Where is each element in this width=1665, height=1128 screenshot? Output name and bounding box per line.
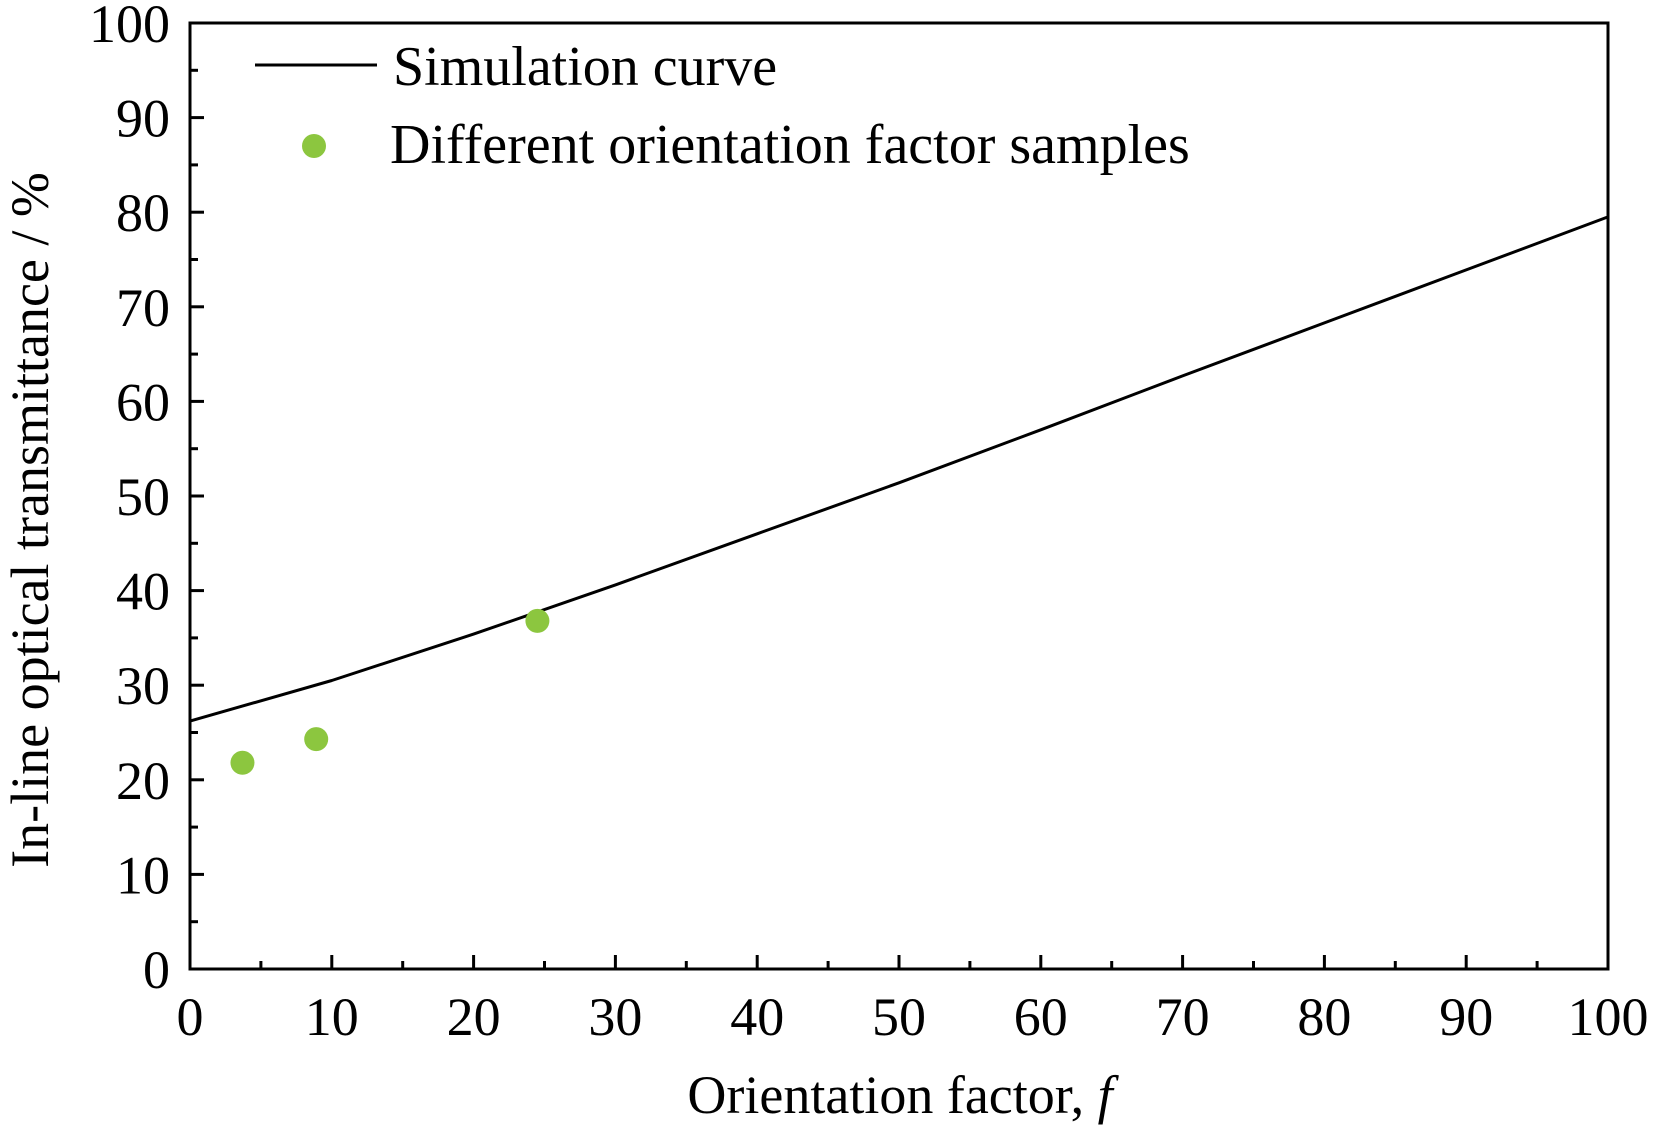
y-tick-label: 20: [116, 751, 170, 811]
y-tick-label: 100: [89, 0, 170, 54]
x-tick-label: 70: [1156, 987, 1210, 1047]
y-tick-label: 0: [143, 940, 170, 1000]
x-tick-label: 80: [1297, 987, 1351, 1047]
y-tick-label: 60: [116, 372, 170, 432]
y-tick-label: 90: [116, 89, 170, 149]
x-tick-label: 10: [305, 987, 359, 1047]
y-tick-label: 30: [116, 656, 170, 716]
y-tick-label: 40: [116, 562, 170, 622]
x-axis-title: Orientation factor, f: [687, 1065, 1119, 1125]
x-tick-label: 90: [1439, 987, 1493, 1047]
axis-ticks: [188, 21, 1610, 971]
x-tick-label: 100: [1568, 987, 1649, 1047]
x-tick-label: 0: [177, 987, 204, 1047]
legend-label-simulation: Simulation curve: [393, 36, 777, 98]
legend: Simulation curve Different orientation f…: [255, 36, 1190, 176]
legend-label-samples: Different orientation factor samples: [390, 114, 1190, 176]
x-tick-label: 60: [1014, 987, 1068, 1047]
sample-point: [525, 608, 550, 633]
simulation-curve: [189, 215, 1609, 723]
x-tick-label: 20: [447, 987, 501, 1047]
y-tick-label: 80: [116, 183, 170, 243]
x-axis-title-text: Orientation factor,: [687, 1065, 1097, 1125]
legend-dot-swatch: [302, 134, 326, 158]
series-layer: [189, 215, 1609, 775]
x-tick-label: 40: [730, 987, 784, 1047]
axis-tick-labels: 0 10 20 30 40 50 60 70 80 90 100 0 10 20 30 40 50 60 70 80 9…: [89, 0, 1649, 1047]
y-tick-label: 10: [116, 845, 170, 905]
y-axis-title: In-line optical transmittance / %: [0, 172, 60, 868]
y-tick-label: 70: [116, 278, 170, 338]
y-tick-label: 50: [116, 467, 170, 527]
x-axis-title-variable: f: [1098, 1065, 1120, 1125]
x-tick-label: 50: [872, 987, 926, 1047]
x-tick-label: 30: [588, 987, 642, 1047]
sample-point: [230, 750, 255, 775]
sample-point: [304, 727, 329, 752]
